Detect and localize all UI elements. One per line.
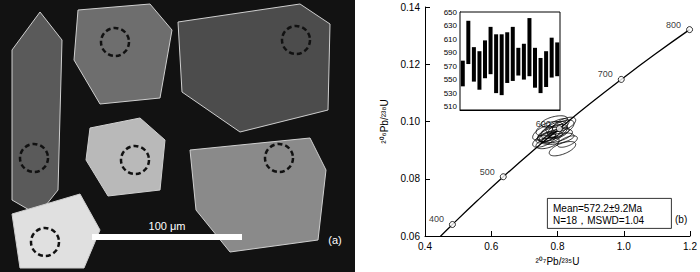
svg-text:510: 510 — [444, 102, 458, 111]
svg-text:550: 550 — [444, 75, 458, 84]
svg-text:0.14: 0.14 — [401, 2, 421, 13]
svg-text:650: 650 — [444, 8, 458, 17]
svg-text:1.2: 1.2 — [683, 241, 697, 252]
svg-text:530: 530 — [444, 89, 458, 98]
svg-text:(b): (b) — [675, 214, 687, 225]
svg-text:²⁰⁷Pb/²³⁵U: ²⁰⁷Pb/²³⁵U — [536, 256, 580, 267]
svg-text:570: 570 — [444, 62, 458, 71]
svg-text:590: 590 — [444, 48, 458, 57]
svg-text:0.12: 0.12 — [401, 59, 421, 70]
svg-text:0.8: 0.8 — [551, 241, 565, 252]
svg-text:0.4: 0.4 — [418, 241, 432, 252]
svg-text:(a): (a) — [328, 234, 341, 246]
svg-text:610: 610 — [444, 35, 458, 44]
svg-text:²⁰⁶Pb/²³⁸U: ²⁰⁶Pb/²³⁸U — [379, 99, 390, 144]
svg-text:100 μm: 100 μm — [149, 220, 186, 232]
svg-text:630: 630 — [444, 21, 458, 30]
svg-text:1.0: 1.0 — [617, 241, 631, 252]
svg-text:0.10: 0.10 — [401, 116, 421, 127]
svg-text:800: 800 — [666, 20, 681, 30]
svg-text:Mean=572.2±9.2Ma: Mean=572.2±9.2Ma — [553, 203, 643, 214]
svg-text:0.6: 0.6 — [484, 241, 498, 252]
svg-text:400: 400 — [429, 214, 444, 224]
svg-text:700: 700 — [598, 69, 613, 79]
svg-text:500: 500 — [480, 167, 495, 177]
svg-text:0.08: 0.08 — [401, 173, 421, 184]
svg-text:N=18，MSWD=1.04: N=18，MSWD=1.04 — [553, 215, 645, 226]
svg-text:0.06: 0.06 — [400, 230, 420, 242]
svg-text:600: 600 — [536, 119, 551, 129]
